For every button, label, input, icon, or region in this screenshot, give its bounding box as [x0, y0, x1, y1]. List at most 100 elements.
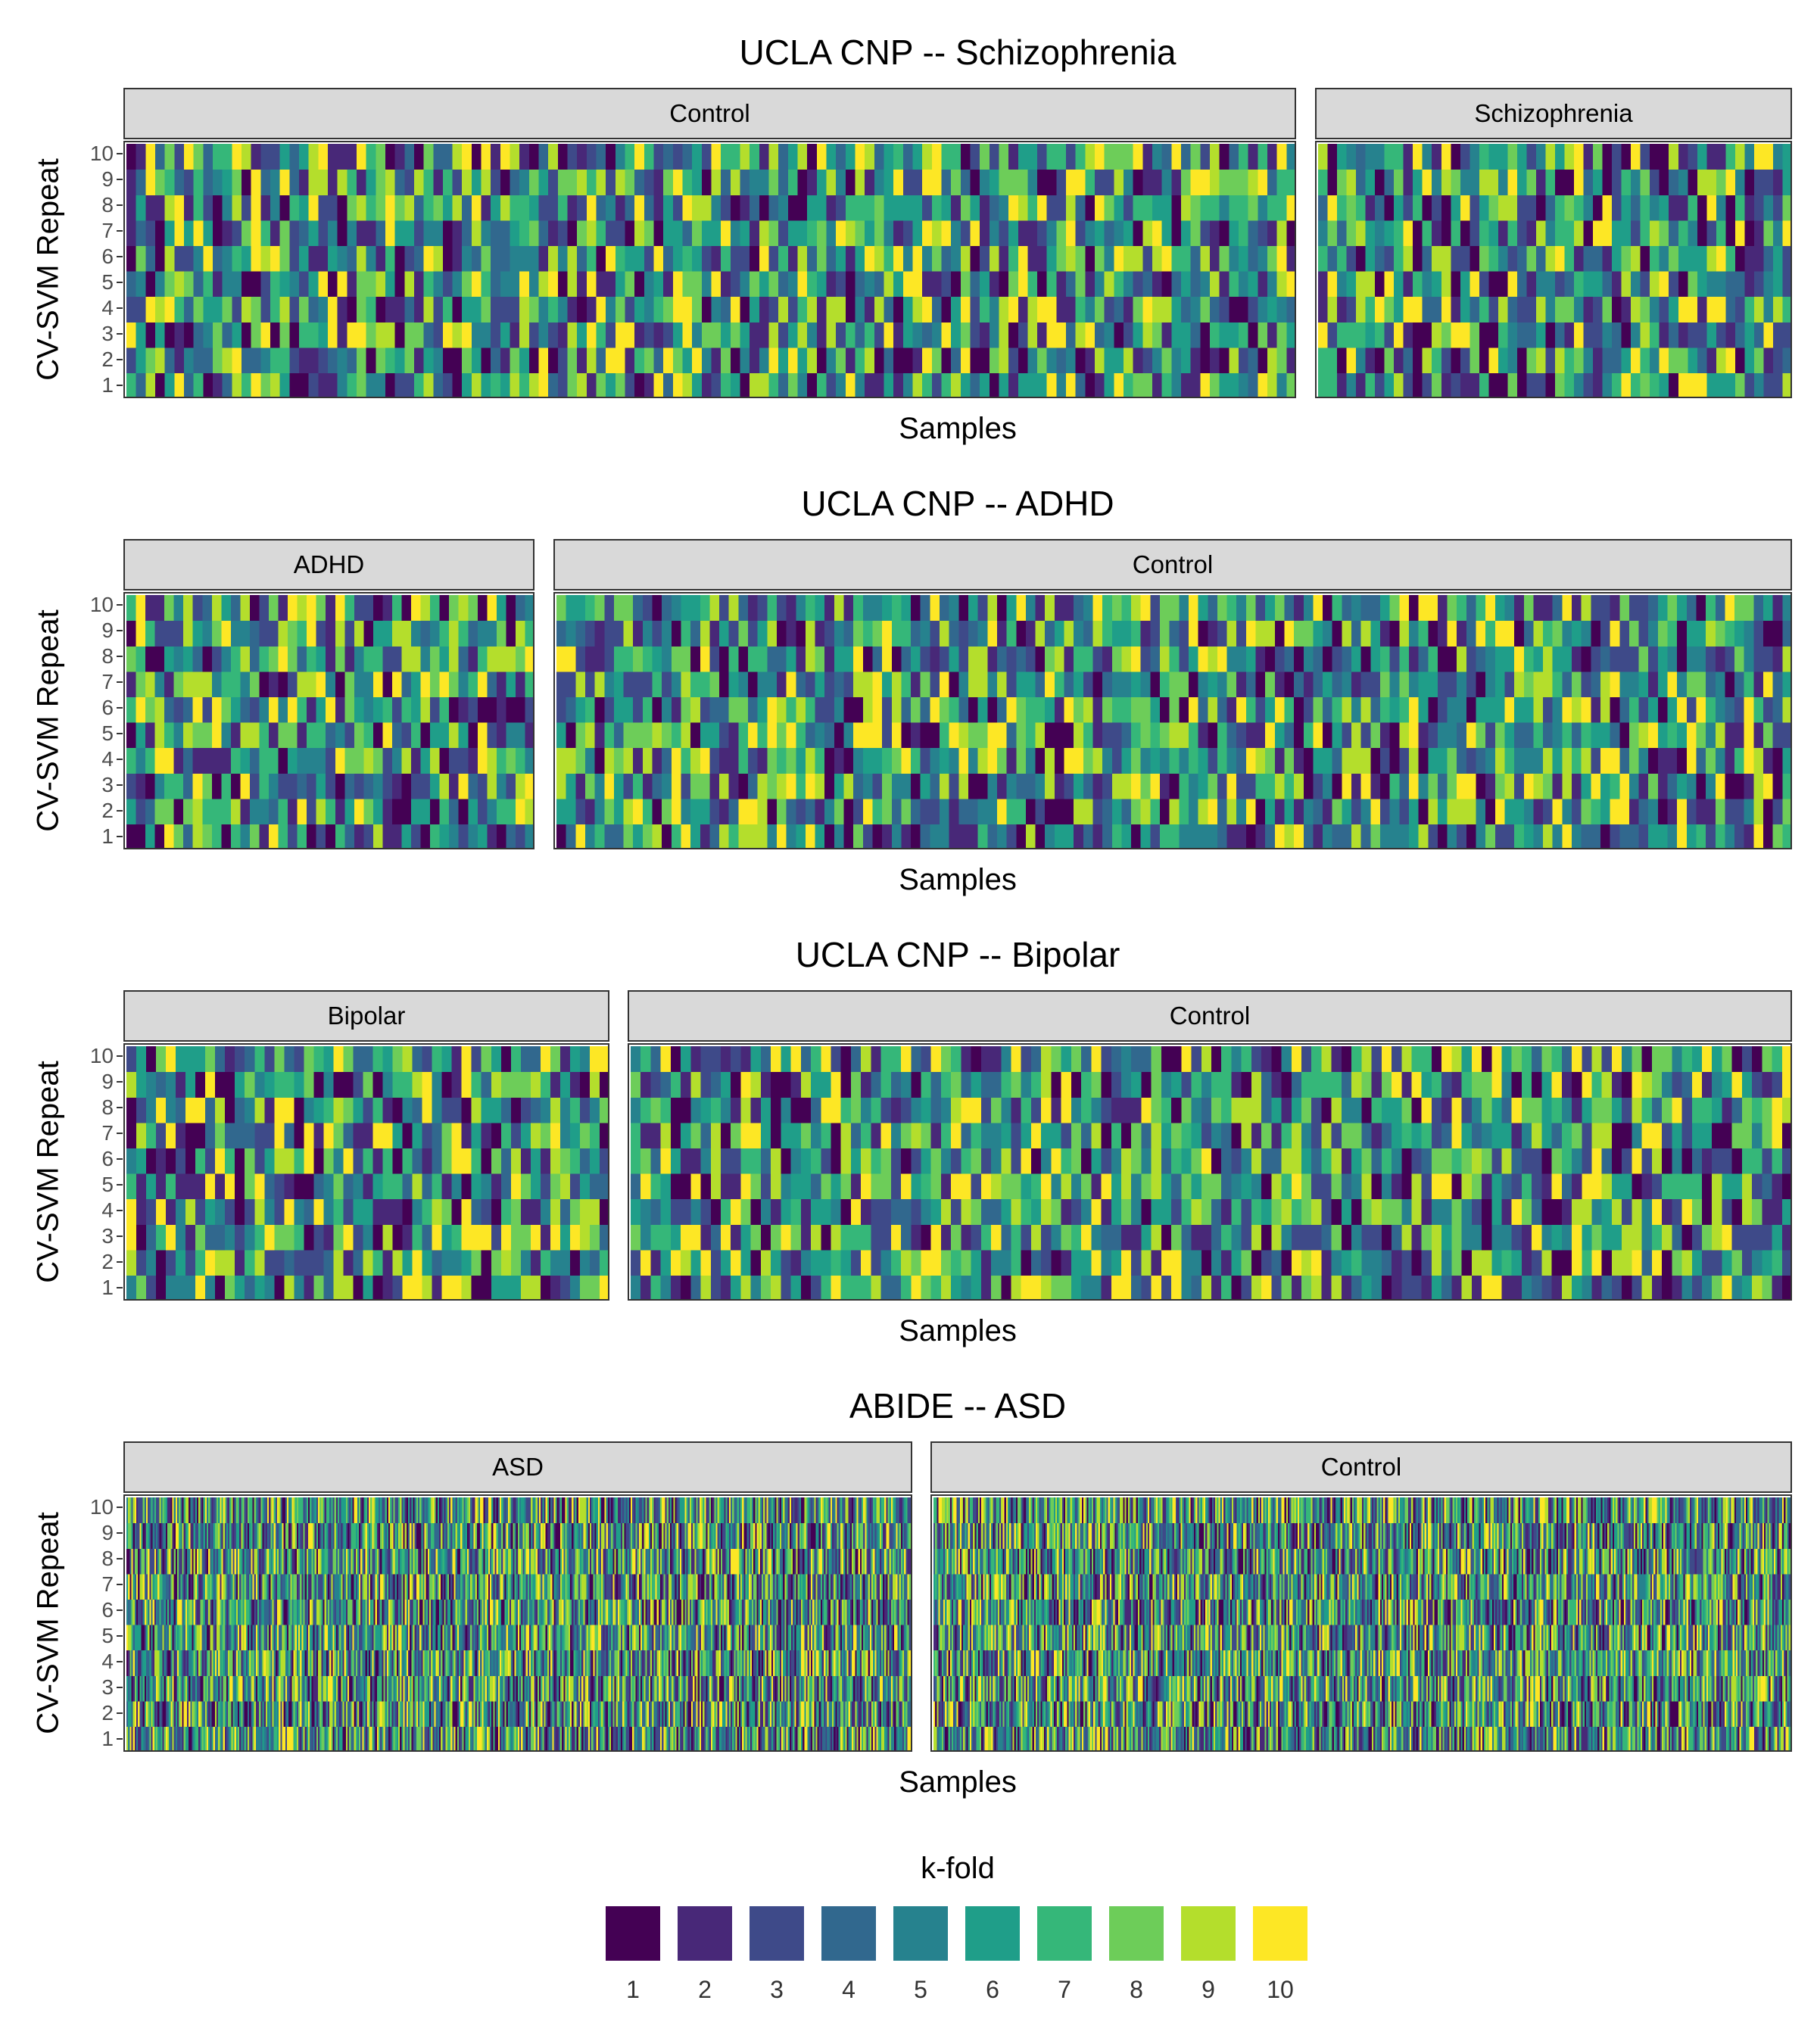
heatmap-cell	[1591, 747, 1601, 774]
heatmap-cell	[1657, 824, 1669, 848]
heatmap-cell	[1394, 372, 1404, 397]
heatmap-cell	[681, 1173, 691, 1200]
heatmap-cell	[297, 773, 307, 799]
heatmap-cell	[215, 1148, 226, 1174]
heatmap-cell	[366, 169, 376, 195]
heatmap-cell	[1151, 1097, 1162, 1123]
heatmap-cell	[468, 595, 478, 622]
heatmap-cell	[462, 144, 472, 170]
heatmap-cell	[901, 824, 912, 848]
heatmap-cell	[1772, 1173, 1783, 1200]
heatmap-cell	[644, 245, 655, 272]
heatmap-cell	[557, 144, 569, 170]
heatmap-cell	[711, 296, 722, 322]
heatmap-cell	[778, 195, 789, 221]
heatmap-cell	[1274, 773, 1286, 799]
heatmap-cell	[850, 1122, 862, 1148]
heatmap-cell	[382, 1148, 394, 1174]
heatmap-cell	[845, 372, 856, 397]
heatmap-cell	[1421, 1224, 1432, 1251]
heatmap-cell	[249, 798, 260, 824]
heatmap-cell	[1045, 646, 1055, 672]
heatmap-cell	[692, 245, 703, 272]
heatmap-cell	[796, 595, 806, 622]
heatmap-cell	[1152, 372, 1163, 397]
heatmap-cell	[1140, 620, 1151, 647]
heatmap-cell	[232, 169, 242, 195]
heatmap-cell	[1485, 671, 1496, 697]
heatmap-cell	[884, 296, 894, 322]
heatmap-cell	[1552, 824, 1563, 848]
heatmap-cell	[840, 1224, 852, 1251]
heatmap-cell	[1251, 1122, 1262, 1148]
heatmap-cell	[264, 1122, 275, 1148]
heatmap-cell	[890, 1097, 902, 1123]
heatmap-cell	[468, 696, 478, 723]
heatmap-cell	[1150, 824, 1161, 848]
heatmap-cell	[1131, 620, 1142, 647]
heatmap-cell	[1533, 646, 1544, 672]
heatmap-cell	[893, 245, 904, 272]
heatmap-cell	[394, 296, 405, 322]
heatmap-cell	[1437, 696, 1448, 723]
heatmap-cell	[862, 595, 874, 622]
heatmap-cell	[1491, 1097, 1503, 1123]
heatmap-cell	[461, 1224, 472, 1251]
heatmap-cell	[294, 1097, 304, 1123]
y-tick-label: 2	[101, 347, 114, 371]
heatmap-cell	[1051, 1071, 1062, 1098]
heatmap-cell	[1734, 322, 1745, 348]
heatmap-cell	[269, 671, 279, 697]
heatmap-cell	[1461, 1275, 1473, 1299]
heatmap-cell	[313, 1275, 325, 1299]
heatmap-cell	[1501, 1198, 1513, 1225]
heatmap-cell	[671, 646, 682, 672]
heatmap-cell	[126, 773, 137, 799]
heatmap-cell	[721, 271, 731, 298]
heatmap-cell	[136, 1097, 147, 1123]
heatmap-cell	[796, 773, 806, 799]
heatmap-cell	[700, 773, 711, 799]
heatmap-cell	[1716, 220, 1726, 246]
heatmap-cell	[1219, 347, 1230, 373]
heatmap-cell	[1236, 824, 1247, 848]
heatmap-cell	[401, 620, 412, 647]
heatmap-cell	[850, 1198, 862, 1225]
heatmap-cell	[980, 1122, 992, 1148]
heatmap-cell	[1437, 620, 1448, 647]
heatmap-cell	[824, 722, 835, 749]
heatmap-cell	[1572, 747, 1582, 774]
heatmap-cell	[1313, 620, 1323, 647]
heatmap-cell	[1006, 620, 1017, 647]
heatmap-cell	[690, 773, 701, 799]
heatmap-cell	[1236, 696, 1247, 723]
heatmap-cell	[1408, 671, 1420, 697]
heatmap-cell	[1217, 773, 1228, 799]
heatmap-cell	[530, 1097, 541, 1123]
heatmap-cell	[1075, 220, 1086, 246]
heatmap-cell	[1632, 1249, 1643, 1276]
heatmap-cell	[259, 620, 270, 647]
heatmap-cell	[652, 595, 662, 622]
heatmap-cell	[1706, 322, 1717, 348]
heatmap-cell	[294, 1173, 304, 1200]
heatmap-cell	[1441, 1249, 1452, 1276]
heatmap-cell	[212, 296, 223, 322]
heatmap-cell	[1485, 773, 1496, 799]
heatmap-cell	[1526, 271, 1537, 298]
heatmap-cell	[740, 347, 750, 373]
heatmap-cell	[136, 824, 146, 848]
heatmap-cell	[701, 347, 712, 373]
heatmap-cell	[719, 671, 730, 697]
heatmap-cell	[1681, 1224, 1693, 1251]
heatmap-cell	[1532, 1097, 1542, 1123]
y-tick-label: 8	[101, 193, 114, 217]
heatmap-cell	[1583, 169, 1594, 195]
heatmap-cell	[807, 245, 818, 272]
heatmap-cell	[1772, 773, 1783, 799]
heatmap-cell	[297, 798, 307, 824]
heatmap-cell	[787, 322, 799, 348]
heatmap-cell	[971, 1097, 982, 1123]
heatmap-cell	[195, 1173, 206, 1200]
heatmap-cell	[1437, 646, 1448, 672]
